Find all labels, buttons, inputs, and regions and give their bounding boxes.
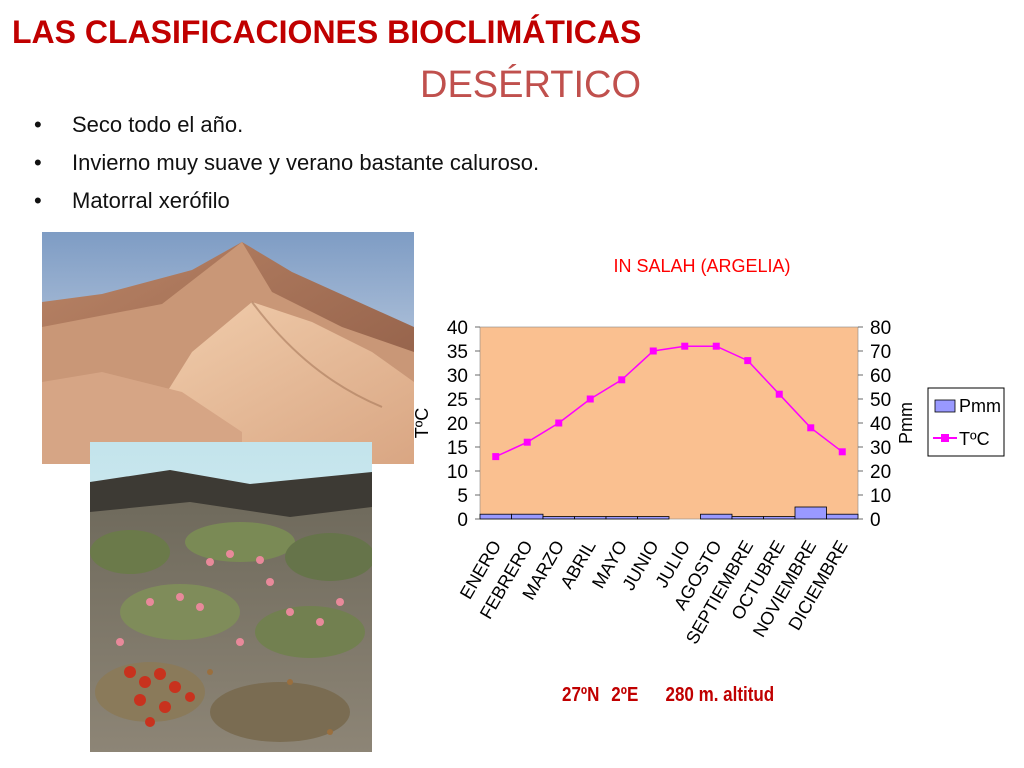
y-tick-label-left: 5: [457, 486, 468, 507]
sand-dunes-photo: [42, 232, 414, 464]
y-tick-label-left: 15: [447, 438, 468, 459]
y-tick-label-left: 25: [447, 390, 468, 411]
temperature-point: [649, 347, 657, 355]
y-tick-label-right: 40: [870, 414, 891, 435]
precip-bar: [700, 513, 733, 520]
plot-area: [479, 326, 859, 520]
y-tick-label-right: 30: [870, 438, 891, 459]
bullet-dot-icon: •: [34, 188, 42, 213]
y-tick-label-right: 50: [870, 390, 891, 411]
y-tick-label-right: 60: [870, 366, 891, 387]
y-tick-label-right: 20: [870, 462, 891, 483]
legend-label-pmm: Pmm: [959, 396, 1001, 416]
altitude-label: 280 m. altitud: [665, 684, 775, 706]
precip-bar: [605, 516, 638, 520]
y-tick-label-left: 10: [447, 462, 468, 483]
temperature-point: [586, 395, 594, 403]
temperature-point: [681, 342, 689, 350]
precip-bar: [826, 513, 859, 520]
y-tick-label-left: 0: [457, 510, 468, 531]
desert-shrubland-photo: [90, 442, 372, 752]
bullet-item: • Matorral xerófilo: [34, 186, 539, 224]
bullet-text: Matorral xerófilo: [72, 188, 230, 213]
chart-legend: Pmm TºC: [927, 387, 1005, 457]
temperature-point: [807, 424, 815, 432]
precip-bar: [574, 516, 607, 520]
bullet-text: Seco todo el año.: [72, 112, 244, 137]
y-tick-label-left: 20: [447, 414, 468, 435]
chart-title: IN SALAH (ARGELIA): [613, 256, 790, 276]
y-tick-label-right: 80: [870, 318, 891, 339]
slide-title: LAS CLASIFICACIONES BIOCLIMÁTICAS: [12, 14, 642, 50]
y-tick-label-left: 40: [447, 318, 468, 339]
y-tick-label-left: 30: [447, 366, 468, 387]
bullet-item: • Invierno muy suave y verano bastante ca…: [34, 148, 539, 186]
y-axis-label-left: TºC: [412, 408, 432, 439]
longitude-label: 2ºE: [611, 684, 639, 706]
precip-bar: [637, 516, 670, 520]
bullet-dot-icon: •: [34, 150, 42, 175]
legend-swatch-pmm: [934, 399, 956, 413]
y-tick-label-left: 35: [447, 342, 468, 363]
precip-bar: [794, 506, 827, 520]
bullet-list: • Seco todo el año. • Invierno muy suave y…: [34, 110, 539, 224]
temperature-point: [744, 357, 752, 365]
precip-bar: [731, 516, 764, 520]
temperature-point: [838, 448, 846, 456]
temperature-point: [555, 419, 563, 427]
bullet-item: • Seco todo el año.: [34, 110, 539, 148]
temperature-point: [618, 376, 626, 384]
temperature-point: [523, 438, 531, 446]
precip-bar: [479, 513, 512, 520]
precip-bar: [763, 516, 796, 520]
temperature-point: [492, 453, 500, 461]
precip-bar: [511, 513, 544, 520]
temperature-point: [775, 390, 783, 398]
legend-label-temp: TºC: [959, 429, 990, 449]
y-tick-label-right: 0: [870, 510, 881, 531]
y-axis-label-right: Pmm: [896, 402, 916, 444]
climograph-chart: IN SALAH (ARGELIA) 0 5 10 15 20 25 30 35 40 0 10 2…: [412, 256, 1005, 647]
latitude-label: 27ºN: [562, 684, 600, 706]
bullet-text: Invierno muy suave y verano bastante cal…: [72, 150, 540, 175]
temperature-line: [495, 345, 843, 458]
precip-bar: [542, 516, 575, 520]
y-tick-label-right: 10: [870, 486, 891, 507]
y-tick-label-right: 70: [870, 342, 891, 363]
slide-subtitle: DESÉRTICO: [420, 64, 642, 106]
location-coordinates: 27ºN 2ºE 280 m. altitud: [562, 684, 774, 707]
temperature-point: [712, 342, 720, 350]
bullet-dot-icon: •: [34, 112, 42, 137]
